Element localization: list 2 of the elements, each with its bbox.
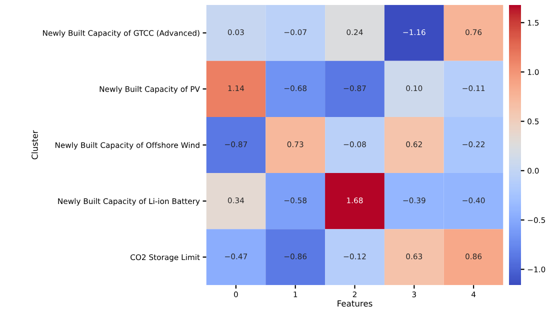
x-axis-title: Features (338, 300, 372, 307)
y-axis-title: Cluster (31, 130, 38, 160)
